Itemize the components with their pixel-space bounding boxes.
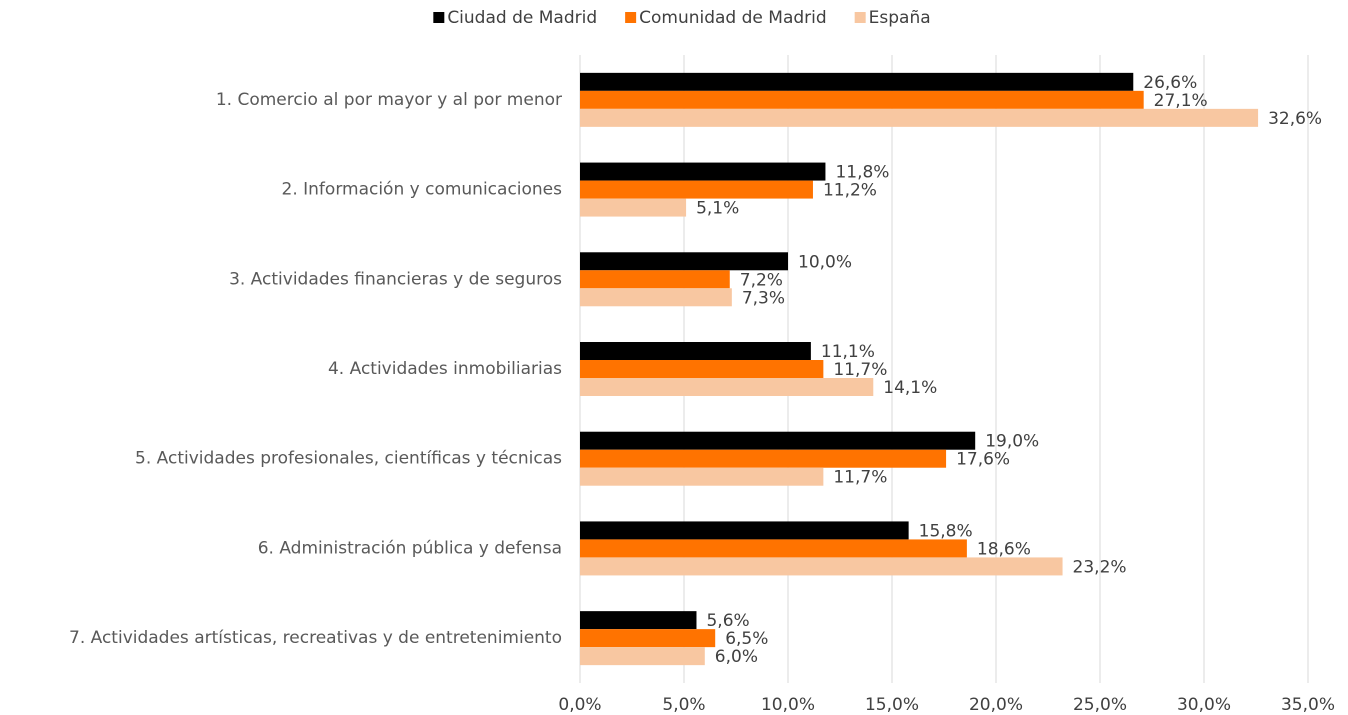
legend-swatch [625,12,637,23]
data-label: 15,8% [919,521,973,541]
bar [580,162,826,181]
data-label: 14,1% [883,378,937,398]
bar [580,252,788,271]
bar [580,180,813,199]
data-label: 11,2% [823,181,877,201]
data-label: 7,3% [742,288,785,308]
data-label: 23,2% [1073,557,1127,577]
bar [580,378,874,396]
legend-label: Comunidad de Madrid [639,8,827,28]
data-label: 5,1% [696,199,739,219]
data-label: 11,8% [835,163,889,183]
bar [580,270,730,289]
data-label: 32,6% [1268,109,1322,129]
x-tick-label: 5,0% [662,695,705,715]
bar [580,431,976,450]
legend-label: Ciudad de Madrid [447,8,597,28]
category-label: 5. Actividades profesionales, científica… [135,449,562,469]
bar [580,198,687,217]
data-label: 7,2% [740,270,783,290]
data-label: 17,6% [956,450,1010,470]
bar [580,360,824,378]
bar [580,521,909,540]
legend-swatch [433,12,445,23]
legend-swatch [854,12,866,23]
bar [580,647,705,666]
bar [580,288,732,307]
data-label: 11,1% [821,342,875,362]
category-label: 2. Información y comunicaciones [282,180,563,200]
x-tick-label: 30,0% [1177,695,1231,715]
data-label: 5,6% [706,611,749,631]
data-label: 26,6% [1143,73,1197,93]
x-tick-label: 35,0% [1281,695,1335,715]
bar [580,90,1144,109]
x-tick-label: 15,0% [865,695,919,715]
category-label: 1. Comercio al por mayor y al por menor [216,90,562,110]
data-label: 18,6% [977,539,1031,559]
data-label: 27,1% [1154,91,1208,111]
category-label: 4. Actividades inmobiliarias [328,359,562,379]
data-label: 10,0% [798,252,852,272]
bar [580,449,947,468]
data-label: 11,7% [833,360,887,380]
data-label: 11,7% [833,468,887,488]
bar [580,629,716,648]
legend-label: España [869,8,931,28]
data-label: 19,0% [985,432,1039,452]
x-tick-label: 20,0% [969,695,1023,715]
category-label: 3. Actividades financieras y de seguros [229,269,562,289]
data-label: 6,0% [715,647,758,667]
bar [580,611,697,630]
bar [580,467,824,486]
category-label: 7. Actividades artísticas, recreativas y… [69,628,562,648]
x-tick-label: 25,0% [1073,695,1127,715]
data-label: 6,5% [725,629,768,649]
x-tick-label: 10,0% [761,695,815,715]
bar [580,72,1134,91]
x-tick-label: 0,0% [558,695,601,715]
bar [580,539,967,558]
bar [580,557,1063,576]
bar [580,342,811,360]
category-label: 6. Administración pública y defensa [258,538,562,558]
bar [580,108,1259,127]
